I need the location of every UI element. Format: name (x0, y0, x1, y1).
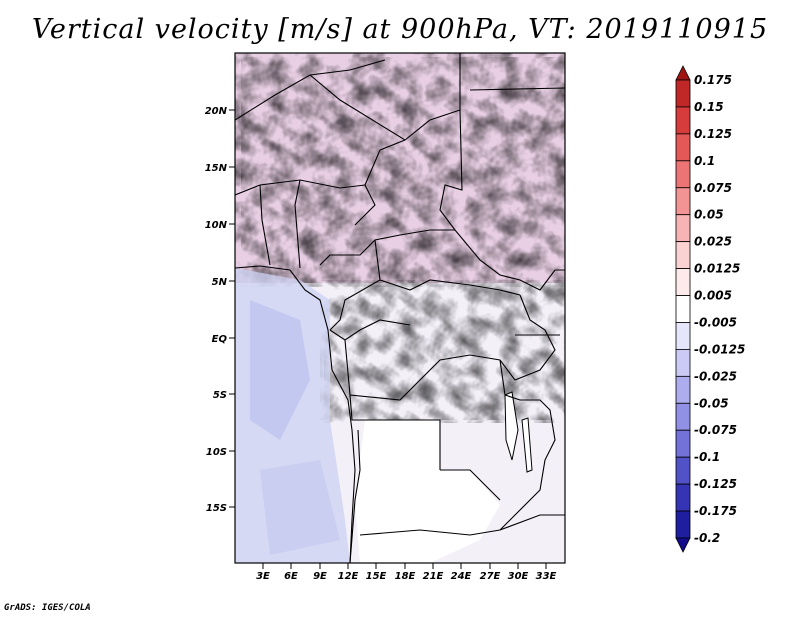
colorbar-label: 0.005 (694, 289, 732, 303)
colorbar-swatch (675, 65, 691, 81)
colorbar-label: -0.075 (694, 423, 737, 437)
colorbar-label: 0.175 (694, 73, 732, 87)
lat-label-20n: 20N (205, 106, 228, 117)
colorbar-swatch (675, 510, 691, 539)
lon-label-33e: 33E (536, 571, 557, 582)
lon-label-9e: 9E (313, 571, 327, 582)
colorbar-swatch (675, 402, 691, 431)
lon-label-15e: 15E (366, 571, 387, 582)
lat-label-15n: 15N (205, 163, 228, 174)
colorbar-swatch (675, 375, 691, 404)
colorbar-label: -0.025 (694, 369, 737, 383)
colorbar-label: 0.15 (694, 100, 724, 114)
colorbar-label: -0.05 (694, 396, 729, 410)
lat-label-5n: 5N (212, 277, 228, 288)
colorbar-label: 0.0125 (694, 262, 740, 276)
colorbar-swatch (675, 268, 691, 296)
lat-label-eq: EQ (212, 334, 228, 345)
lat-label-5s: 5S (213, 390, 227, 401)
lat-label-10s: 10S (206, 447, 227, 458)
velocity-field (235, 53, 565, 563)
colorbar-swatch (675, 537, 691, 553)
colorbar-swatch (675, 106, 691, 135)
lon-label-18e: 18E (395, 571, 416, 582)
colorbar-label: -0.005 (694, 315, 737, 329)
colorbar-swatch (675, 456, 691, 485)
colorbar-label: -0.175 (694, 504, 737, 518)
colorbar-swatch (675, 295, 691, 323)
colorbar-label: -0.1 (694, 450, 720, 464)
lon-label-24e: 24E (451, 571, 472, 582)
colorbar-swatch (675, 322, 691, 350)
colorbar-label: 0.025 (694, 235, 732, 249)
colorbar-swatch (675, 133, 691, 162)
colorbar-swatch (675, 349, 691, 377)
colorbar-swatch (675, 187, 691, 216)
colorbar-label: 0.1 (694, 154, 715, 168)
map-frame (234, 52, 566, 564)
colorbar-swatch (675, 429, 691, 458)
colorbar-swatch (675, 483, 691, 512)
colorbar-label: 0.05 (694, 208, 724, 222)
colorbar-swatch (675, 241, 691, 269)
colorbar-label: -0.2 (694, 531, 720, 545)
lon-label-3e: 3E (256, 571, 270, 582)
colorbar: 0.175 0.15 0.125 0.1 0.075 0.05 0.025 0.0125 0.0… (675, 65, 745, 553)
lon-label-30e: 30E (508, 571, 529, 582)
colorbar-swatch (675, 79, 691, 108)
colorbar-label: -0.0125 (694, 342, 745, 356)
lon-label-27e: 27E (480, 571, 501, 582)
lat-axis: 20N 15N 10N 5N EQ 5S 10S 15S (205, 106, 235, 514)
map-title: Vertical velocity [m/s] at 900hPa, VT: 2… (31, 14, 769, 45)
lat-label-10n: 10N (205, 220, 228, 231)
country-borders (235, 53, 565, 563)
colorbar-label: -0.125 (694, 477, 737, 491)
colorbar-swatch (675, 160, 691, 189)
colorbar-swatch (675, 214, 691, 243)
lat-label-15s: 15S (206, 503, 227, 514)
colorbar-label: 0.125 (694, 127, 732, 141)
lon-label-21e: 21E (423, 571, 444, 582)
lon-label-12e: 12E (338, 571, 359, 582)
lon-label-6e: 6E (284, 571, 298, 582)
footer-credit: GrADS: IGES/COLA (4, 603, 91, 613)
colorbar-label: 0.075 (694, 181, 732, 195)
lon-axis: 3E 6E 9E 12E 15E 18E 21E 24E 27E 30E 33E (256, 563, 557, 582)
